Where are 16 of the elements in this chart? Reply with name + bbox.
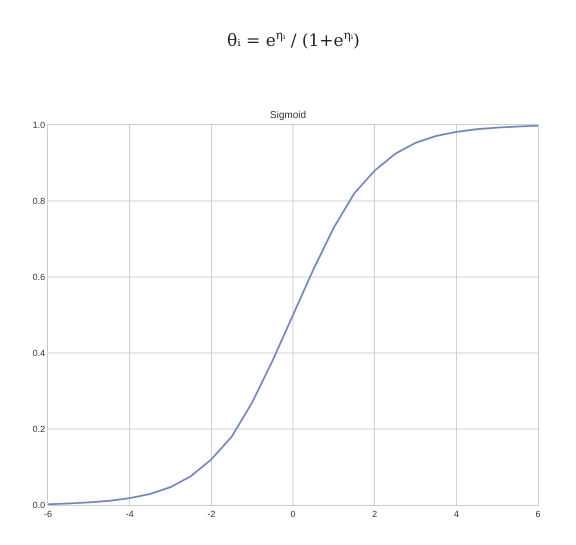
text: θᵢ = e$^{ηᵢ}$ / (1+e$^{ηᵢ}$): [227, 28, 360, 52]
x-tick-label: -4: [126, 508, 134, 519]
x-tick-label: -6: [44, 508, 52, 519]
x-tick-label: -2: [207, 508, 216, 519]
x-tick-label: 6: [535, 508, 541, 519]
y-tick-label: 0.8: [32, 196, 46, 206]
chart-title: Sigmoid: [270, 110, 306, 121]
y-tick-label: 0.2: [32, 424, 46, 434]
x-tick-label: 4: [454, 508, 459, 519]
y-tick-label: 0.0: [32, 500, 46, 510]
x-tick-label: 0: [290, 508, 296, 519]
y-tick-label: 1.0: [32, 120, 46, 130]
y-tick-label: 0.4: [32, 348, 46, 358]
line-series: [48, 125, 538, 505]
y-tick-label: 0.6: [32, 272, 46, 282]
x-tick-label: 2: [372, 508, 378, 519]
